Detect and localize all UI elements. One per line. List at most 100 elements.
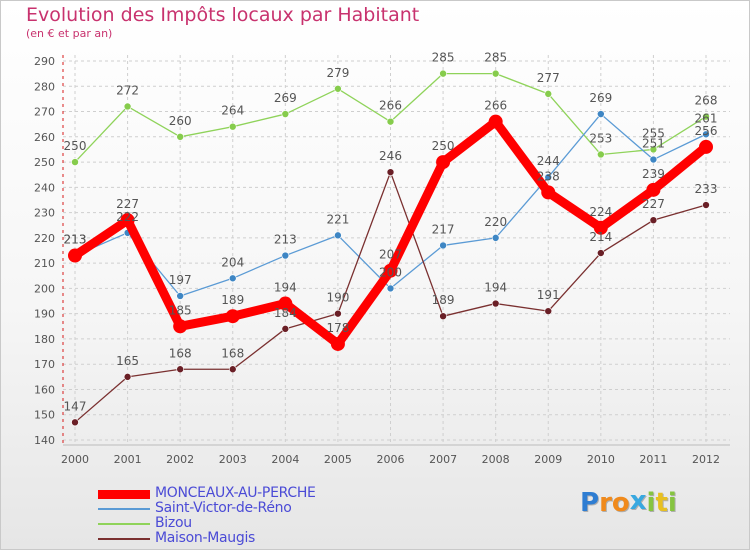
axis-layer: 140 150 160 170 180 190 200 210 220 230 240 250 260 2… <box>34 55 730 466</box>
data-label: 222 <box>116 210 139 224</box>
y-tick-label: 190 <box>34 308 55 321</box>
y-tick-label: 270 <box>34 106 55 119</box>
data-label: 147 <box>64 399 87 413</box>
data-point <box>386 117 395 126</box>
data-label: 261 <box>695 111 718 125</box>
x-tick-label: 2000 <box>61 453 89 466</box>
data-label: 194 <box>274 281 297 295</box>
x-tick-label: 2003 <box>219 453 247 466</box>
data-point <box>123 102 132 111</box>
legend-label: Saint-Victor-de-Réno <box>155 500 292 516</box>
data-point <box>541 185 556 200</box>
logo-letter: P <box>580 488 600 518</box>
data-label: 250 <box>64 139 87 153</box>
legend-label: MONCEAUX-AU-PERCHE <box>155 485 316 501</box>
x-tick-label: 2009 <box>534 453 562 466</box>
data-label: 285 <box>432 51 455 65</box>
data-label: 268 <box>695 94 718 108</box>
data-label: 213 <box>64 233 87 247</box>
data-point <box>68 248 82 263</box>
proxiti-logo: Proxiti <box>580 486 677 518</box>
data-point <box>120 213 135 228</box>
y-tick-label: 150 <box>34 409 55 422</box>
data-point <box>281 110 290 118</box>
y-tick-label: 220 <box>34 232 55 245</box>
data-label: 190 <box>326 291 349 305</box>
data-label: 277 <box>537 71 560 85</box>
data-label: 189 <box>221 293 244 307</box>
data-point <box>491 234 500 242</box>
data-label: 255 <box>642 126 665 140</box>
data-point <box>649 155 658 164</box>
data-label: 200 <box>379 265 402 279</box>
data-label: 184 <box>274 306 297 320</box>
data-label: 246 <box>379 149 402 163</box>
legend-swatch <box>98 508 150 510</box>
logo-letter: i <box>667 488 677 518</box>
data-label: 204 <box>221 255 244 269</box>
x-tick-label: 2012 <box>692 453 720 466</box>
y-tick-label: 170 <box>34 358 55 371</box>
y-tick-label: 290 <box>34 55 55 68</box>
data-point <box>278 296 293 311</box>
data-label: 279 <box>326 66 349 80</box>
data-point <box>544 173 553 182</box>
legend-label: Maison-Maugis <box>155 530 256 546</box>
data-label: 189 <box>432 293 455 307</box>
legend-swatch <box>98 489 150 499</box>
x-tick-label: 2007 <box>429 453 457 466</box>
y-tick-label: 210 <box>34 257 55 270</box>
x-tick-label: 2011 <box>639 453 667 466</box>
data-point <box>544 90 553 98</box>
data-point <box>436 155 451 170</box>
data-label: 224 <box>589 205 612 219</box>
data-point <box>491 69 500 78</box>
data-label: 217 <box>432 222 455 236</box>
data-point <box>225 309 240 324</box>
y-tick-label: 260 <box>34 131 55 144</box>
data-label: 168 <box>221 346 244 360</box>
data-label: 213 <box>64 233 87 247</box>
legend-swatch <box>98 538 150 540</box>
data-label: 239 <box>642 167 665 181</box>
data-label: 227 <box>642 197 665 211</box>
data-label: 165 <box>116 354 139 368</box>
y-tick-label: 280 <box>34 80 55 93</box>
logo-letter: o <box>611 488 630 518</box>
data-point <box>334 231 342 240</box>
grid-layer <box>63 55 730 445</box>
data-point <box>439 241 447 250</box>
data-point <box>176 365 184 374</box>
data-point <box>702 130 710 139</box>
data-label: 238 <box>537 169 560 183</box>
data-label: 214 <box>589 230 612 244</box>
data-point <box>228 122 237 131</box>
data-label: 253 <box>589 131 612 145</box>
y-tick-label: 180 <box>34 333 55 346</box>
chart-subtitle: (en € et par an) <box>26 27 113 40</box>
data-point <box>649 216 658 224</box>
data-label: 266 <box>379 99 402 113</box>
data-point <box>71 158 79 166</box>
y-tick-label: 230 <box>34 207 55 220</box>
data-label: 272 <box>116 83 139 97</box>
data-point <box>597 110 605 118</box>
data-point <box>593 220 608 235</box>
data-point <box>597 150 605 159</box>
data-label: 221 <box>326 212 349 226</box>
data-point <box>228 274 237 283</box>
data-point <box>281 325 290 333</box>
data-point <box>491 299 500 308</box>
data-label: 256 <box>695 124 718 138</box>
data-label: 260 <box>169 114 192 128</box>
x-tick-label: 2001 <box>114 453 142 466</box>
data-point <box>649 145 658 154</box>
x-tick-label: 2005 <box>324 453 352 466</box>
legend-label: Bizou <box>155 515 192 531</box>
data-label: 191 <box>537 288 560 302</box>
data-point <box>228 365 237 374</box>
data-label: 251 <box>642 137 665 151</box>
data-point <box>123 373 132 381</box>
